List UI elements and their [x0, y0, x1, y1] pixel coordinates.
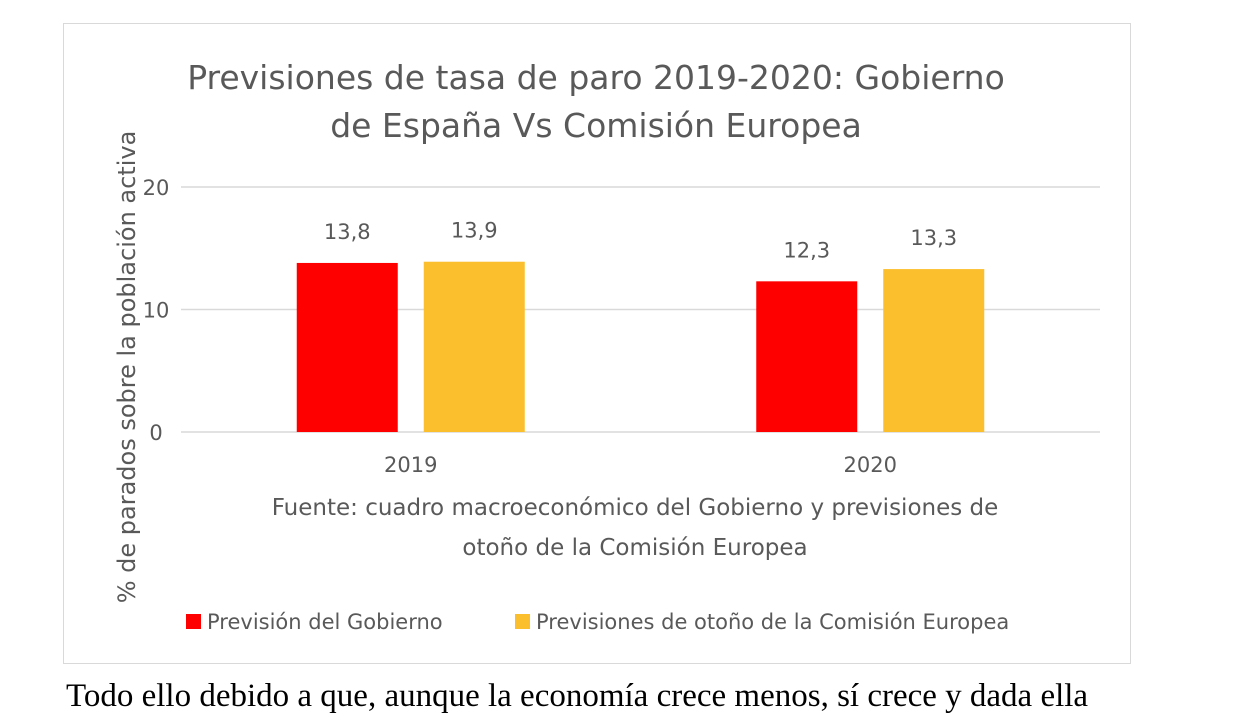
bars: 13,8 13,9 12,3 13,3 — [296, 219, 985, 432]
y-tick-label: 0 — [149, 421, 162, 445]
legend-swatch-comision — [515, 614, 530, 629]
legend-label-gobierno: Previsión del Gobierno — [207, 610, 443, 634]
y-tick-label: 20 — [143, 176, 170, 200]
legend-swatch-gobierno — [186, 614, 201, 629]
data-label-2019-series-0: 13,8 — [324, 220, 371, 244]
data-label-2020-series-0: 12,3 — [783, 238, 830, 262]
chart-frame: Previsiones de tasa de paro 2019-2020: G… — [63, 23, 1131, 664]
data-label-2019-series-1: 13,9 — [451, 219, 498, 243]
x-tick-label-2020: 2020 — [844, 453, 897, 477]
legend: Previsión del Gobierno Previsiones de ot… — [186, 610, 1009, 634]
legend-label-comision: Previsiones de otoño de la Comisión Euro… — [536, 610, 1009, 634]
bar-2019-series-0 — [296, 262, 398, 432]
y-tick-label: 10 — [143, 299, 170, 323]
bar-chart: Previsiones de tasa de paro 2019-2020: G… — [113, 58, 1100, 634]
source-note-line-1: Fuente: cuadro macroeconómico del Gobier… — [272, 495, 999, 521]
axis-ticks: 0 10 20 2019 2020 — [143, 176, 897, 477]
bar-2020-series-0 — [756, 281, 858, 432]
body-paragraph-cutoff: Todo ello debido a que, aunque la econom… — [66, 678, 1089, 714]
bar-2020-series-1 — [883, 269, 985, 432]
data-label-2020-series-1: 13,3 — [910, 226, 957, 250]
bar-2019-series-1 — [423, 261, 525, 432]
chart-title-line-1: Previsiones de tasa de paro 2019-2020: G… — [187, 58, 1005, 97]
chart-title-line-2: de España Vs Comisión Europea — [330, 106, 862, 145]
x-tick-label-2019: 2019 — [384, 453, 437, 477]
y-axis-label: % de parados sobre la población activa — [113, 131, 141, 604]
source-note-line-2: otoño de la Comisión Europea — [462, 535, 807, 561]
